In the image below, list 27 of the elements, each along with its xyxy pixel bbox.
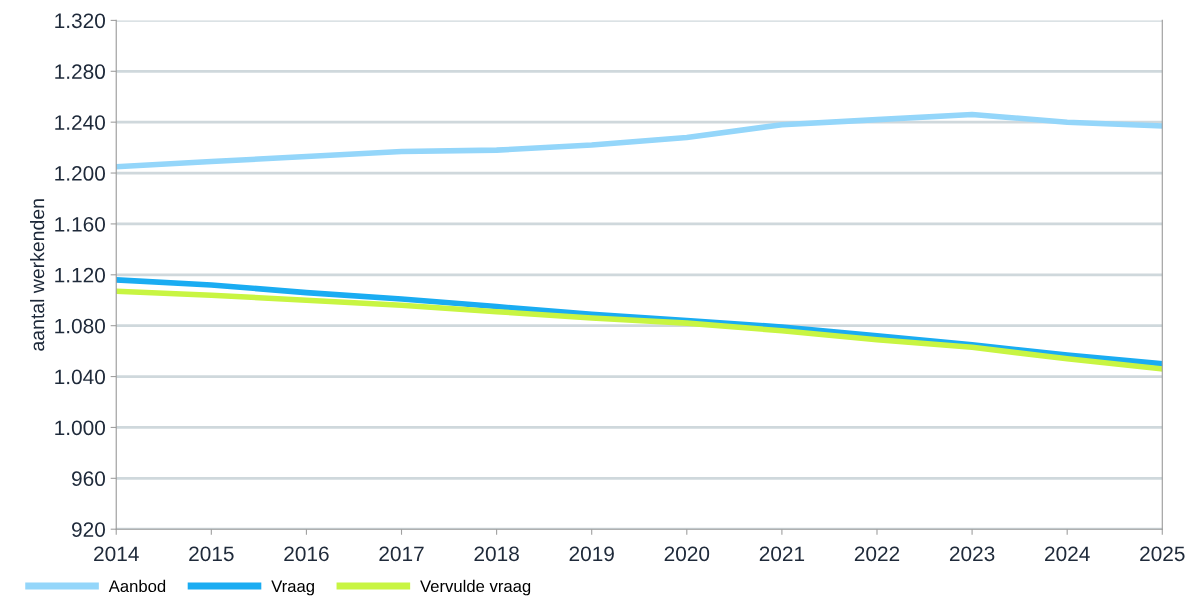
x-tick-label: 2020 [664,546,710,562]
x-tick-label: 2025 [1140,546,1185,562]
y-tick-label: 960 [72,471,105,487]
y-tick-label: 1.240 [55,115,105,130]
y-tick-label: 1.040 [55,369,105,385]
x-tick-label: 2014 [94,546,139,562]
y-tick-label: 1.200 [55,166,105,181]
x-tick-label: 2018 [474,546,519,562]
legend-label: Aanbod [108,579,166,593]
x-tick-label: 2015 [189,546,234,562]
legend-label: Vervulde vraag [420,579,531,596]
x-tick-label: 2019 [569,546,614,562]
y-tick-label: 1.160 [55,216,105,232]
y-tick-label: 1.080 [55,318,105,334]
legend-label: Vraag [271,580,314,596]
y-tick-label: 1.000 [55,420,105,436]
x-tick-label: 2023 [949,546,995,562]
x-tick-label: 2022 [854,546,900,562]
x-tick-label: 2016 [284,546,329,562]
y-tick-label: 1.120 [55,267,105,283]
y-tick-label: 1.320 [55,13,105,29]
x-tick-label: 2024 [1045,546,1090,562]
x-tick-label: 2021 [759,546,805,562]
y-tick-label: 1.280 [55,64,105,80]
y-tick-label: 920 [72,522,105,537]
y-axis-title: aantal werkenden [30,199,45,351]
x-tick-label: 2017 [379,546,424,562]
